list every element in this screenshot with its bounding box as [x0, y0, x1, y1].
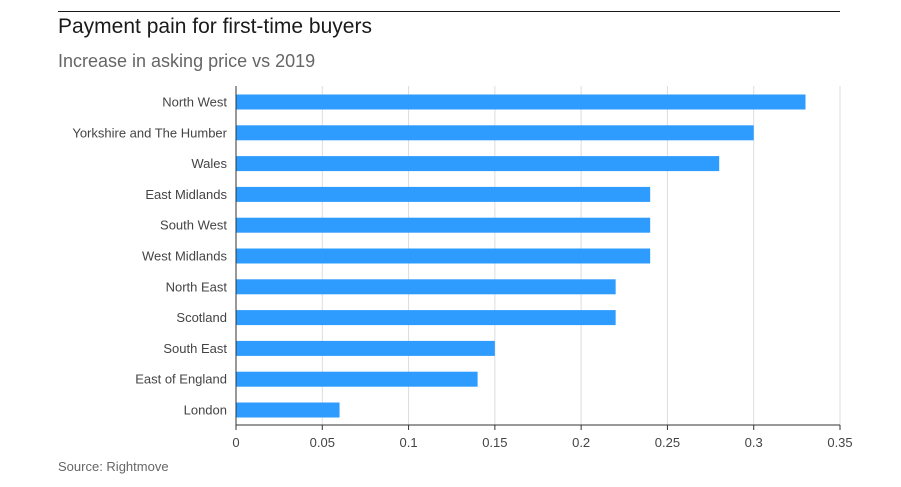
x-axis — [235, 86, 841, 430]
category-label: Wales — [191, 156, 227, 171]
chart-title: Payment pain for first-time buyers — [58, 15, 372, 38]
x-tick-label: 0 — [232, 435, 239, 450]
source-note: Source: Rightmove — [58, 459, 169, 474]
top-rule — [58, 11, 840, 12]
category-label: Scotland — [176, 310, 227, 325]
bar — [236, 402, 340, 418]
bars — [236, 94, 806, 418]
category-label: East of England — [135, 372, 227, 387]
x-tick-label: 0.05 — [310, 435, 335, 450]
category-label: South West — [160, 218, 227, 233]
category-label: West Midlands — [142, 249, 228, 264]
category-label: North West — [162, 95, 227, 110]
category-label: East Midlands — [145, 187, 227, 202]
bar — [236, 340, 495, 356]
x-tick-label: 0.1 — [400, 435, 418, 450]
bar — [236, 217, 651, 233]
bar — [236, 186, 651, 202]
x-tick-label: 0.2 — [572, 435, 590, 450]
category-label: Yorkshire and The Humber — [72, 125, 227, 140]
category-labels: North West Yorkshire and The Humber Wales E… — [72, 95, 227, 418]
tick-labels: 0 0.05 0.1 0.15 0.2 0.25 0.3 0.35 — [232, 435, 852, 450]
bar — [236, 156, 720, 172]
bar — [236, 279, 616, 295]
bar — [236, 371, 478, 387]
x-tick-label: 0.35 — [827, 435, 852, 450]
category-label: South East — [163, 341, 227, 356]
bar — [236, 94, 806, 110]
bar — [236, 125, 754, 141]
x-tick-label: 0.25 — [655, 435, 680, 450]
category-label: London — [184, 403, 227, 418]
bar — [236, 310, 616, 326]
x-tick-label: 0.15 — [482, 435, 507, 450]
category-label: North East — [166, 279, 228, 294]
chart-subtitle: Increase in asking price vs 2019 — [58, 51, 316, 71]
x-tick-label: 0.3 — [745, 435, 763, 450]
bar — [236, 248, 651, 264]
